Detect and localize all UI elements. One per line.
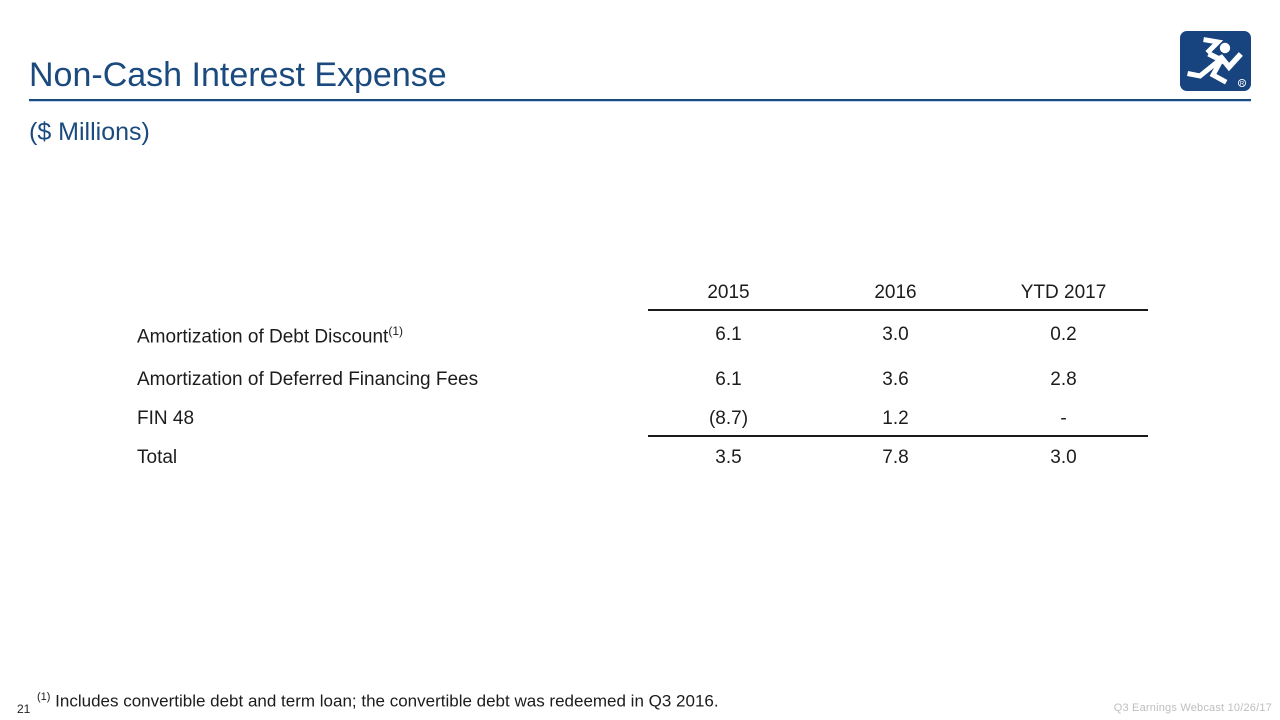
- row-label: Amortization of Deferred Financing Fees: [137, 368, 645, 391]
- row-label-text: FIN 48: [137, 408, 195, 429]
- footnote-text: Includes convertible debt and term loan;…: [50, 691, 719, 711]
- footer-webcast-label: Q3 Earnings Webcast 10/26/17: [1113, 702, 1272, 714]
- footnote: (1) Includes convertible debt and term l…: [37, 691, 719, 712]
- value-cell: 0.2: [1050, 323, 1077, 345]
- value-cell: 3.6: [882, 369, 909, 390]
- value-cell: 6.1: [715, 323, 742, 345]
- registered-trademark-icon: R: [1237, 78, 1247, 88]
- page-number: 21: [17, 702, 31, 716]
- slide-title: Non-Cash Interest Expense: [29, 56, 447, 94]
- slide-subtitle: ($ Millions): [29, 118, 150, 146]
- row-label: Total: [137, 446, 645, 469]
- table-header-rule: [648, 309, 1148, 311]
- value-cell: 2.8: [1050, 369, 1077, 390]
- footnote-marker: (1): [37, 691, 51, 703]
- column-header-2015: 2015: [707, 282, 750, 303]
- svg-text:R: R: [1240, 82, 1245, 88]
- row-label: Amortization of Debt Discount(1): [137, 320, 645, 348]
- table-row: Amortization of Deferred Financing Fees 6…: [137, 368, 1148, 391]
- row-label: FIN 48: [137, 407, 645, 430]
- column-header-2016: 2016: [874, 282, 917, 303]
- value-cell: (8.7): [708, 408, 749, 429]
- value-cell: 3.0: [882, 323, 909, 345]
- table-row: Amortization of Debt Discount(1) 6.1 3.0 0.…: [137, 320, 1148, 348]
- value-cell: 6.1: [715, 369, 742, 390]
- value-cell: 3.5: [715, 447, 742, 468]
- table-row: Total 3.5 7.8 3.0: [137, 446, 1148, 469]
- value-cell: -: [1060, 408, 1067, 429]
- title-divider-rule: [29, 99, 1251, 102]
- value-cell: 7.8: [882, 447, 909, 468]
- running-man-logo: R: [1180, 31, 1251, 91]
- row-label-text: Amortization of Deferred Financing Fees: [137, 369, 479, 390]
- table-total-rule: [648, 435, 1148, 437]
- table-row: FIN 48 (8.7) 1.2 -: [137, 407, 1148, 430]
- row-label-footnote-marker: (1): [388, 324, 404, 338]
- table-header-row: 2015 2016 YTD 2017: [137, 281, 1148, 304]
- value-cell: 1.2: [882, 408, 909, 429]
- value-cell: 3.0: [1050, 447, 1077, 468]
- row-label-text: Total: [137, 447, 178, 468]
- column-header-ytd-2017: YTD 2017: [1020, 282, 1107, 303]
- row-label-text: Amortization of Debt Discount: [137, 326, 389, 348]
